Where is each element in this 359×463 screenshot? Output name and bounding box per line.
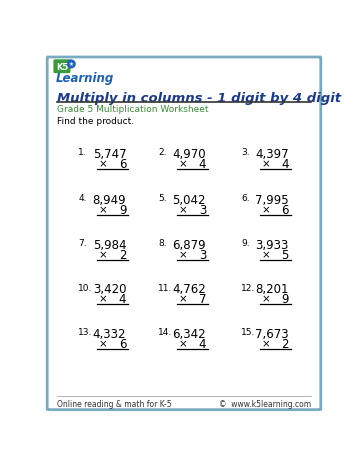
Text: 6,879: 6,879 [172, 238, 206, 251]
Text: 8.: 8. [158, 238, 167, 248]
Text: 14.: 14. [158, 328, 172, 337]
Text: ×: × [261, 205, 270, 215]
Text: ×: × [261, 339, 270, 349]
Text: ×: × [178, 339, 187, 349]
Text: Grade 5 Multiplication Worksheet: Grade 5 Multiplication Worksheet [57, 105, 209, 114]
Text: 7: 7 [199, 293, 206, 306]
Text: 9: 9 [281, 293, 289, 306]
Text: 12.: 12. [241, 283, 255, 292]
Text: 9: 9 [119, 204, 126, 217]
Text: 2: 2 [281, 337, 289, 350]
Text: 3: 3 [199, 248, 206, 261]
Text: 10.: 10. [78, 283, 93, 292]
Text: ×: × [261, 294, 270, 304]
Text: 5.: 5. [158, 194, 167, 203]
Text: ×: × [98, 205, 107, 215]
Text: 2.: 2. [158, 148, 167, 157]
Text: 4,762: 4,762 [172, 282, 206, 295]
Text: Learning: Learning [56, 72, 114, 85]
Text: 6: 6 [119, 337, 126, 350]
Text: 9.: 9. [241, 238, 250, 248]
FancyBboxPatch shape [47, 58, 321, 410]
Text: 3.: 3. [241, 148, 250, 157]
Text: 4: 4 [199, 337, 206, 350]
Text: ×: × [98, 250, 107, 260]
Text: 7,995: 7,995 [255, 194, 289, 206]
Text: ©  www.k5learning.com: © www.k5learning.com [219, 399, 311, 408]
Text: ×: × [178, 250, 187, 260]
Text: ×: × [261, 159, 270, 169]
Circle shape [67, 61, 75, 69]
Text: 4,332: 4,332 [93, 327, 126, 340]
Text: 6,342: 6,342 [172, 327, 206, 340]
Text: 8,949: 8,949 [93, 194, 126, 206]
Text: 2: 2 [119, 248, 126, 261]
Text: Online reading & math for K-5: Online reading & math for K-5 [57, 399, 172, 408]
Text: 6: 6 [119, 157, 126, 170]
Text: 6.: 6. [241, 194, 250, 203]
Text: ×: × [178, 205, 187, 215]
Text: 5,984: 5,984 [93, 238, 126, 251]
Text: 4: 4 [199, 157, 206, 170]
Text: 7,673: 7,673 [255, 327, 289, 340]
Text: 5: 5 [281, 248, 289, 261]
Text: 3,420: 3,420 [93, 282, 126, 295]
Text: 3: 3 [199, 204, 206, 217]
Text: 1.: 1. [78, 148, 87, 157]
Text: K5: K5 [56, 63, 68, 72]
Text: Multiply in columns - 1 digit by 4 digit: Multiply in columns - 1 digit by 4 digit [57, 91, 341, 104]
Text: 13.: 13. [78, 328, 93, 337]
Text: 4: 4 [119, 293, 126, 306]
Text: ×: × [178, 159, 187, 169]
Text: 8,201: 8,201 [256, 282, 289, 295]
Text: 5,747: 5,747 [93, 147, 126, 160]
Text: 15.: 15. [241, 328, 255, 337]
FancyBboxPatch shape [53, 60, 70, 74]
Text: Find the product.: Find the product. [57, 116, 134, 125]
Text: ★: ★ [69, 63, 74, 67]
Text: ×: × [98, 159, 107, 169]
Text: 7.: 7. [78, 238, 87, 248]
Text: 3,933: 3,933 [256, 238, 289, 251]
Text: ×: × [261, 250, 270, 260]
Text: 6: 6 [281, 204, 289, 217]
Text: 5,042: 5,042 [173, 194, 206, 206]
Text: 4,397: 4,397 [255, 147, 289, 160]
Text: ×: × [98, 294, 107, 304]
Text: 4,970: 4,970 [172, 147, 206, 160]
Text: ×: × [98, 339, 107, 349]
Text: 11.: 11. [158, 283, 172, 292]
Text: 4: 4 [281, 157, 289, 170]
Text: ×: × [178, 294, 187, 304]
Text: 4.: 4. [78, 194, 87, 203]
